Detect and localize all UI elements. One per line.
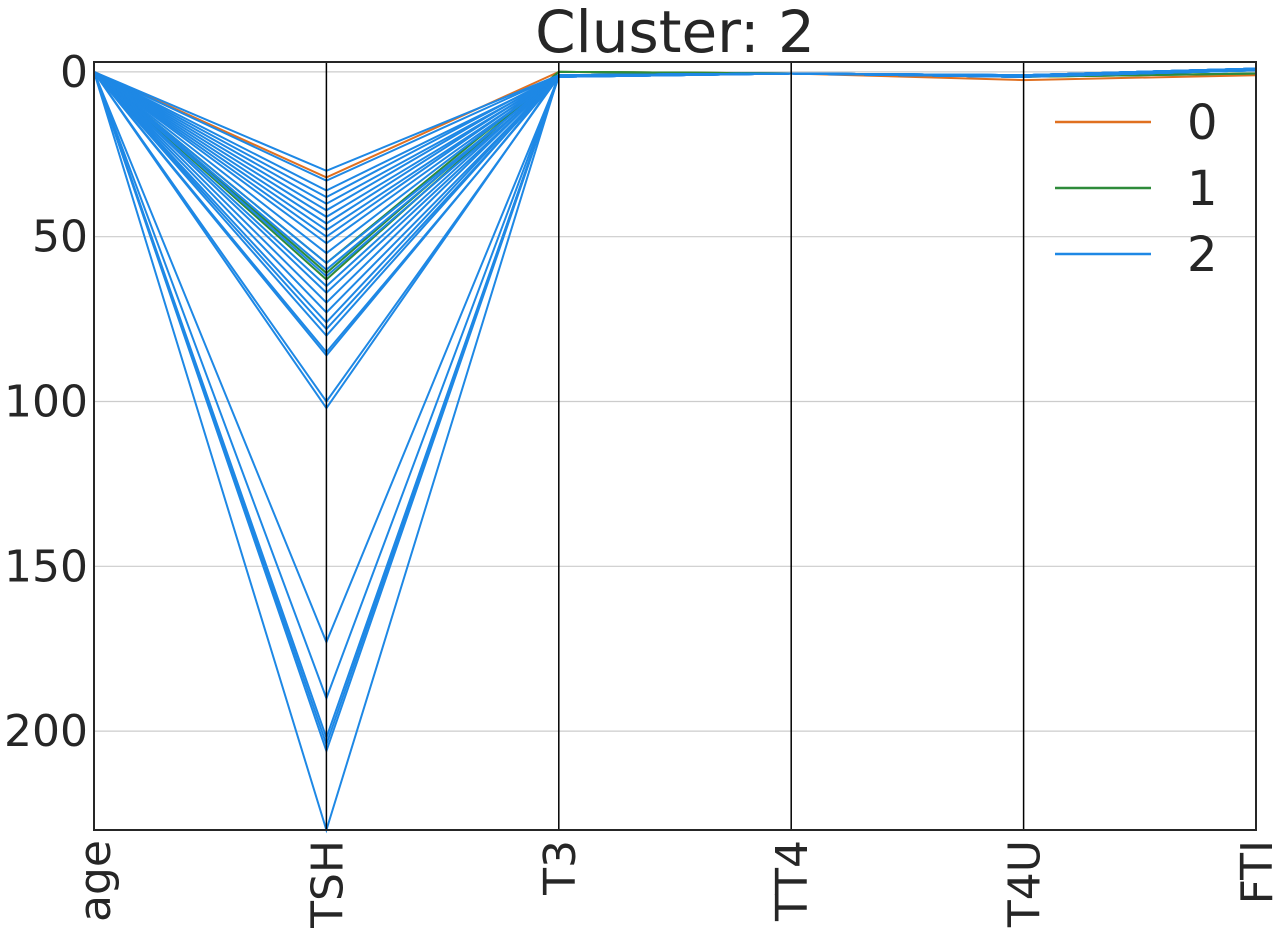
- series-2-line-21: [93, 67, 1257, 338]
- y-tick-label-0: 0: [60, 47, 88, 98]
- series-1-line-2: [93, 70, 1257, 265]
- y-tick-label-100: 100: [4, 377, 88, 428]
- x-tick-labels: age TSH T3 TT4 T4U FTI: [70, 840, 1283, 929]
- x-tick-label-tsh: TSH: [302, 840, 353, 929]
- y-tick-labels: 0 50 100 150 200: [4, 47, 88, 757]
- x-tick-label-fti: FTI: [1232, 840, 1283, 904]
- series-2-line-10: [93, 67, 1257, 245]
- series-2-line-27: [93, 69, 1257, 702]
- legend: 0 1 2: [1055, 95, 1218, 283]
- x-tick-label-t3: T3: [535, 840, 586, 896]
- series-2-line-22: [93, 67, 1257, 354]
- series-2-line-31: [93, 67, 1257, 834]
- axes-layer: [93, 62, 1257, 830]
- y-tick-label-200: 200: [4, 706, 88, 757]
- legend-label-0: 0: [1187, 95, 1218, 151]
- series-2-line-26: [93, 67, 1257, 645]
- series-2-line-4: [93, 67, 1257, 205]
- series-2-line-3: [93, 69, 1257, 199]
- series-2-line-2: [93, 67, 1257, 192]
- y-tick-label-50: 50: [32, 212, 88, 263]
- series-1-line-0: [93, 70, 1257, 275]
- legend-label-2: 2: [1187, 227, 1218, 283]
- series-2-line-23: [93, 69, 1257, 357]
- series-2-line-20: [93, 67, 1257, 331]
- series-2-line-8: [93, 67, 1257, 232]
- x-tick-label-age: age: [70, 840, 121, 922]
- chart-title: Cluster: 2: [535, 0, 815, 66]
- y-tick-label-150: 150: [4, 541, 88, 592]
- legend-label-1: 1: [1187, 161, 1218, 217]
- series-lines-layer: [93, 67, 1257, 834]
- x-tick-label-tt4: TT4: [767, 840, 818, 922]
- series-2-line-0: [93, 67, 1257, 172]
- plot-frame: [93, 61, 1257, 831]
- series-2-line-13: [93, 67, 1257, 272]
- series-2-line-1: [93, 67, 1257, 182]
- series-2-line-24: [93, 67, 1257, 404]
- x-tick-label-t4u: T4U: [1000, 840, 1051, 928]
